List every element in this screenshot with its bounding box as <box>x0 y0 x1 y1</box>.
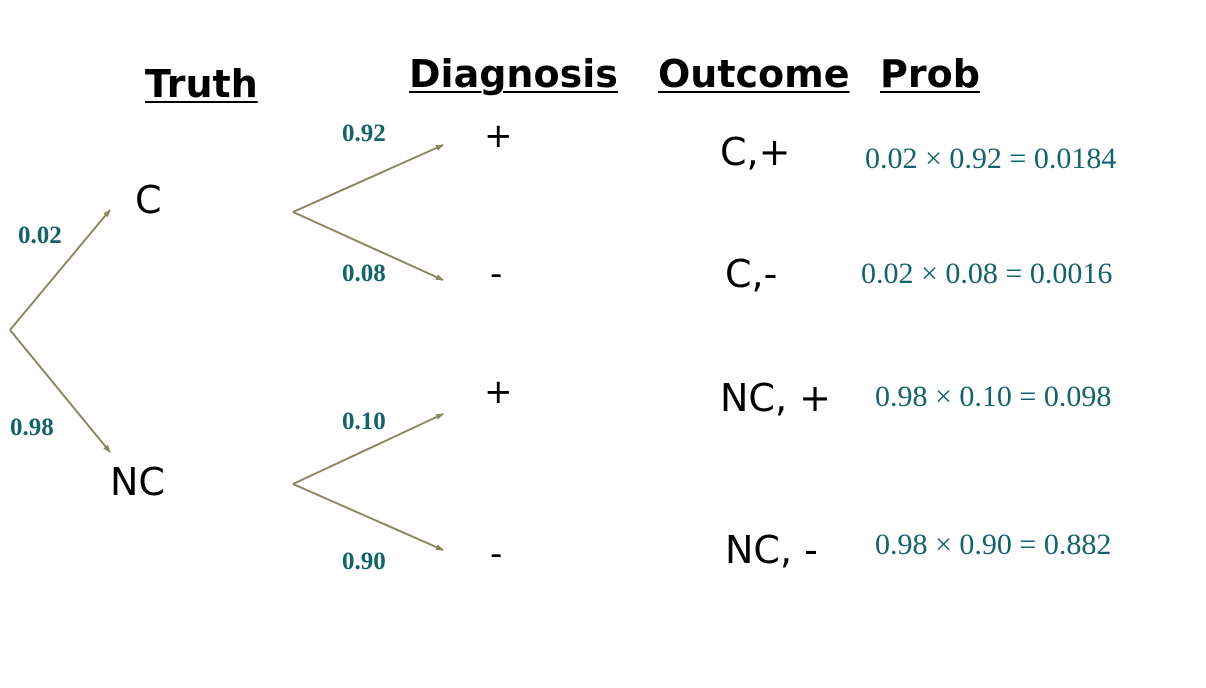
header-truth: Truth <box>145 62 258 106</box>
prob-label-nc-neg: 0.90 <box>342 548 386 575</box>
outcome-c-neg: C,- <box>725 252 778 296</box>
prob-label-c-neg: 0.08 <box>342 260 386 287</box>
diagnosis-sign-c-pos: + <box>484 116 513 156</box>
branch-root-to-nc <box>9 329 111 453</box>
prob-label-c-pos: 0.92 <box>342 120 386 147</box>
diagnosis-sign-nc-pos: + <box>484 372 513 412</box>
header-prob: Prob <box>880 52 980 96</box>
truth-node-nc: NC <box>110 460 165 504</box>
header-diagnosis: Diagnosis <box>409 52 618 96</box>
header-outcome: Outcome <box>658 52 850 96</box>
calculation-nc-neg: 0.98 × 0.90 = 0.882 <box>875 528 1112 561</box>
calculation-nc-pos: 0.98 × 0.10 = 0.098 <box>875 380 1112 413</box>
diagnosis-sign-c-neg: - <box>490 254 503 294</box>
truth-node-c: C <box>135 178 162 222</box>
outcome-nc-pos: NC, + <box>720 376 831 420</box>
calculation-c-pos: 0.02 × 0.92 = 0.0184 <box>865 142 1117 175</box>
prob-label-c: 0.02 <box>18 222 62 249</box>
outcome-nc-neg: NC, - <box>725 528 818 572</box>
prob-label-nc: 0.98 <box>10 414 54 441</box>
branch-nc-to-neg <box>292 483 444 551</box>
branch-root-to-c <box>9 209 111 331</box>
diagnosis-sign-nc-neg: - <box>490 534 503 574</box>
branch-c-to-neg <box>292 211 444 281</box>
outcome-c-pos: C,+ <box>720 130 791 174</box>
prob-label-nc-pos: 0.10 <box>342 408 386 435</box>
branch-c-to-pos <box>292 144 444 213</box>
branch-nc-to-pos <box>292 413 444 485</box>
calculation-c-neg: 0.02 × 0.08 = 0.0016 <box>861 257 1113 290</box>
